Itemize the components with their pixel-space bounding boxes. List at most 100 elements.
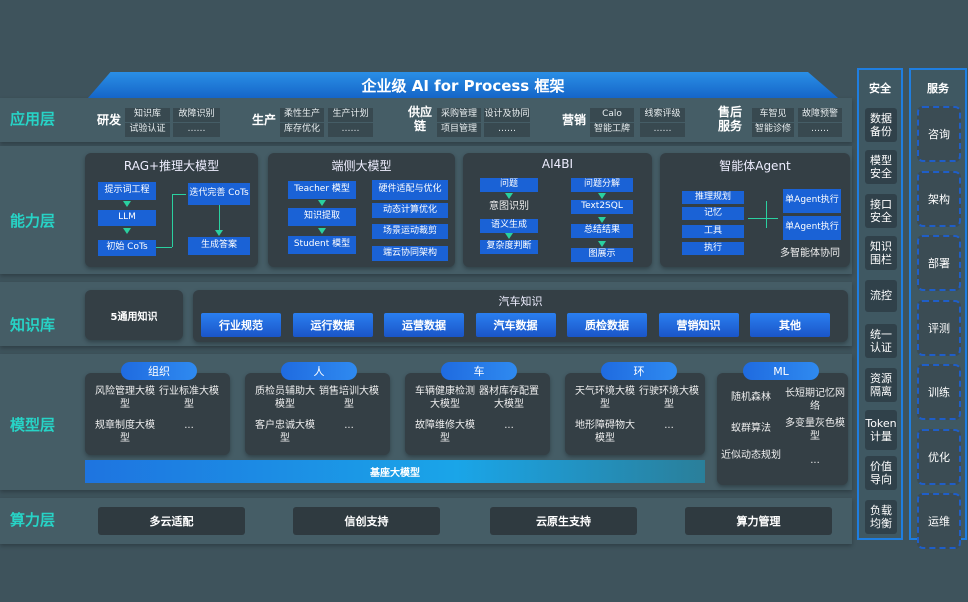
capability-box[interactable]: 端云协同架构 [372, 246, 448, 261]
capability-box[interactable]: Text2SQL [571, 200, 633, 214]
capability-box[interactable]: 初始 CoTs [98, 240, 156, 256]
app-item[interactable]: 采购管理 [437, 108, 481, 122]
model-item[interactable]: 风险管理大模型 [95, 386, 155, 410]
knowledge-item[interactable]: 营销知识 [658, 313, 739, 337]
app-item[interactable]: 故障识别 [173, 108, 220, 122]
service-item[interactable]: 咨询 [917, 106, 961, 162]
security-item[interactable]: 统一认证 [865, 324, 897, 358]
flow-arrow-icon [505, 233, 513, 239]
model-item[interactable]: 销售培训大模型 [319, 386, 379, 410]
model-item[interactable]: 质检员辅助大模型 [255, 386, 315, 410]
compute-item[interactable]: 多云适配 [98, 507, 245, 535]
capability-box[interactable]: 复杂度判断 [480, 240, 538, 254]
app-item[interactable]: 库存优化 [280, 123, 324, 137]
model-item[interactable]: 天气环境大模型 [575, 386, 635, 410]
security-item[interactable]: 知识围栏 [865, 236, 897, 270]
capability-box[interactable]: 问题 [480, 178, 538, 192]
capability-box[interactable]: 硬件适配与优化 [372, 180, 448, 200]
capability-box[interactable]: 场景运动裁剪 [372, 224, 448, 239]
model-item[interactable]: 故障维修大模型 [415, 420, 475, 444]
app-item[interactable]: …… [640, 123, 685, 137]
capability-box[interactable]: 生成答案 [188, 237, 250, 255]
capability-box[interactable]: 执行 [682, 242, 744, 255]
capability-box[interactable]: 单Agent执行 [783, 189, 841, 213]
app-item[interactable]: 故障预警 [798, 108, 842, 122]
knowledge-item[interactable]: 其他 [750, 313, 830, 337]
service-item[interactable]: 部署 [917, 235, 961, 291]
model-panel [717, 373, 848, 485]
app-item[interactable]: …… [798, 123, 842, 137]
model-item[interactable]: 蚁群算法 [731, 423, 771, 434]
app-item[interactable]: 智能工牌 [590, 123, 634, 137]
knowledge-item[interactable]: 运营数据 [384, 313, 464, 337]
app-item[interactable]: 设计及协同 [484, 108, 530, 122]
capability-box[interactable]: LLM [98, 210, 156, 226]
model-item[interactable]: ... [504, 420, 514, 431]
compute-item[interactable]: 算力管理 [685, 507, 832, 535]
knowledge-item[interactable]: 质检数据 [567, 313, 647, 337]
app-item[interactable]: Calo [590, 108, 634, 122]
capability-box[interactable]: 迭代完善 CoTs [188, 183, 250, 205]
security-item[interactable]: 数据备份 [865, 108, 897, 142]
capability-box[interactable]: 问题分解 [571, 178, 633, 192]
app-item[interactable]: …… [484, 123, 530, 137]
service-item[interactable]: 训练 [917, 364, 961, 420]
service-item[interactable]: 架构 [917, 170, 961, 227]
compute-item[interactable]: 云原生支持 [490, 507, 637, 535]
model-item[interactable]: 器材库存配置大模型 [479, 386, 539, 410]
framework-title: 企业级 AI for Process 框架 [88, 72, 838, 98]
capability-box[interactable]: 语义生成 [480, 219, 538, 233]
security-item[interactable]: Token计量 [865, 410, 897, 450]
model-item[interactable]: ... [344, 420, 354, 431]
app-item[interactable]: 柔性生产 [280, 108, 324, 122]
app-item[interactable]: 试验认证 [125, 123, 170, 137]
app-item[interactable]: …… [328, 123, 373, 137]
security-item[interactable]: 资源隔离 [865, 368, 897, 402]
knowledge-item[interactable]: 行业规范 [201, 313, 281, 337]
compute-item[interactable]: 信创支持 [293, 507, 440, 535]
model-item[interactable]: 行业标准大模型 [159, 386, 219, 410]
capability-box[interactable]: 单Agent执行 [783, 216, 841, 240]
model-item[interactable]: ... [810, 455, 820, 466]
security-item[interactable]: 流控 [865, 280, 897, 312]
capability-box[interactable]: 知识提取 [288, 208, 356, 226]
app-item[interactable]: 车智见 [752, 108, 794, 122]
security-item[interactable]: 负载均衡 [865, 500, 897, 534]
connector-line [172, 194, 173, 247]
capability-box[interactable]: 图展示 [571, 248, 633, 262]
security-item[interactable]: 价值导向 [865, 456, 897, 490]
security-item[interactable]: 模型安全 [865, 150, 897, 184]
capability-box[interactable]: 记忆 [682, 207, 744, 220]
service-item[interactable]: 评测 [917, 299, 961, 356]
model-item[interactable]: 客户忠诚大模型 [255, 420, 315, 444]
capability-box[interactable]: Student 模型 [288, 236, 356, 254]
knowledge-item[interactable]: 运行数据 [292, 313, 373, 337]
model-item[interactable]: 近似动态规划 [721, 450, 781, 461]
app-item[interactable]: …… [173, 123, 220, 137]
model-item[interactable]: ... [664, 420, 674, 431]
app-item[interactable]: 线索评级 [640, 108, 685, 122]
model-item[interactable]: ... [184, 420, 194, 431]
model-item[interactable]: 车辆健康检测大模型 [415, 386, 475, 410]
service-item[interactable]: 运维 [917, 493, 961, 549]
knowledge-item[interactable]: 汽车数据 [475, 313, 556, 337]
service-item[interactable]: 优化 [917, 428, 961, 485]
capability-box[interactable]: Teacher 模型 [288, 181, 356, 199]
model-item[interactable]: 地形障碍物大模型 [575, 420, 635, 444]
layer-label-model: 模型层 [10, 416, 56, 434]
model-item[interactable]: 随机森林 [731, 392, 771, 403]
capability-box[interactable]: 推理规划 [682, 191, 744, 204]
app-item[interactable]: 智能诊修 [752, 123, 794, 137]
capability-box[interactable]: 工具 [682, 225, 744, 238]
model-item[interactable]: 规章制度大模型 [95, 420, 155, 444]
app-item[interactable]: 生产计划 [328, 108, 373, 122]
app-item[interactable]: 项目管理 [437, 123, 481, 137]
model-item[interactable]: 长短期记忆网络 [785, 388, 845, 412]
capability-box[interactable]: 动态计算优化 [372, 203, 448, 218]
security-item[interactable]: 接口安全 [865, 194, 897, 228]
model-item[interactable]: 多变量灰色模型 [785, 418, 845, 442]
app-item[interactable]: 知识库 [125, 108, 170, 122]
model-item[interactable]: 行驶环境大模型 [639, 386, 699, 410]
capability-box[interactable]: 总结结果 [571, 224, 633, 238]
capability-box[interactable]: 提示词工程 [98, 182, 156, 200]
